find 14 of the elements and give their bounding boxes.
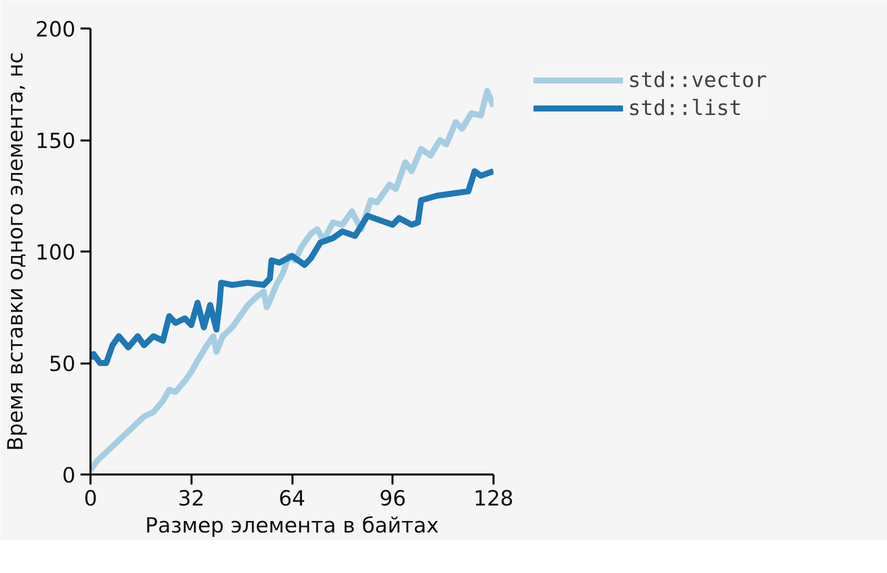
- x-tick-label: 128: [473, 486, 514, 510]
- y-tick-label: 50: [48, 352, 76, 376]
- x-tick-label: 0: [84, 486, 98, 510]
- y-tick-label: 200: [35, 18, 76, 42]
- x-tick-label: 32: [178, 486, 205, 510]
- x-tick-label: 96: [379, 486, 406, 510]
- x-axis-title: Размер элемента в байтах: [145, 514, 439, 538]
- y-tick-label: 150: [35, 129, 76, 153]
- y-tick-label: 0: [62, 464, 76, 488]
- legend-label: std::vector: [628, 68, 768, 92]
- y-axis-title: Время вставки одного элемента, нс: [3, 52, 28, 451]
- legend-label: std::list: [628, 96, 742, 120]
- y-tick-label: 100: [35, 240, 76, 264]
- x-tick-label: 64: [278, 486, 306, 510]
